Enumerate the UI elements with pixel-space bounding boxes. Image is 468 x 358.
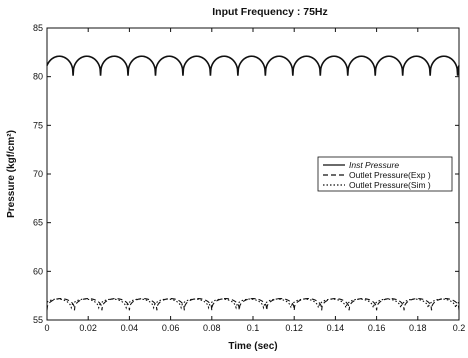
y-tick-label: 80 [33,72,43,82]
series-line-3 [46,298,460,310]
x-tick-label: 0 [44,323,49,333]
y-tick-label: 75 [33,120,43,130]
y-tick-label: 65 [33,218,43,228]
y-tick-label: 55 [33,315,43,325]
x-axis-title: Time (sec) [228,341,277,352]
y-tick-label: 70 [33,169,43,179]
chart-title: Input Frequency : 75Hz [212,6,328,18]
series-line-2 [46,298,460,311]
legend-label-1: Inst Pressure [349,160,399,170]
x-tick-label: 0.08 [203,323,221,333]
legend-box [317,156,453,192]
x-tick-label: 0.18 [409,323,427,333]
legend-label-2: Outlet Pressure(Exp ) [349,170,431,180]
x-tick-label: 0.2 [453,323,466,333]
x-tick-label: 0.1 [247,323,260,333]
y-tick-label: 85 [33,23,43,33]
x-tick-label: 0.16 [368,323,386,333]
y-axis-title: Pressure (kgf/cm²) [6,130,17,218]
x-tick-label: 0.14 [327,323,345,333]
series-layer [46,55,460,311]
y-axis: 55 60 65 70 75 80 85 [33,23,459,325]
x-tick-label: 0.12 [285,323,303,333]
y-tick-label: 60 [33,266,43,276]
series-line-1 [46,55,460,76]
x-tick-label: 0.02 [79,323,97,333]
x-tick-label: 0.06 [162,323,180,333]
x-axis: 0 0.02 0.04 0.06 0.08 0.1 0.12 0.14 0.16 0.18 0.2 [44,28,465,333]
x-tick-label: 0.04 [121,323,139,333]
legend-label-3: Outlet Pressure(Sim ) [349,180,431,190]
